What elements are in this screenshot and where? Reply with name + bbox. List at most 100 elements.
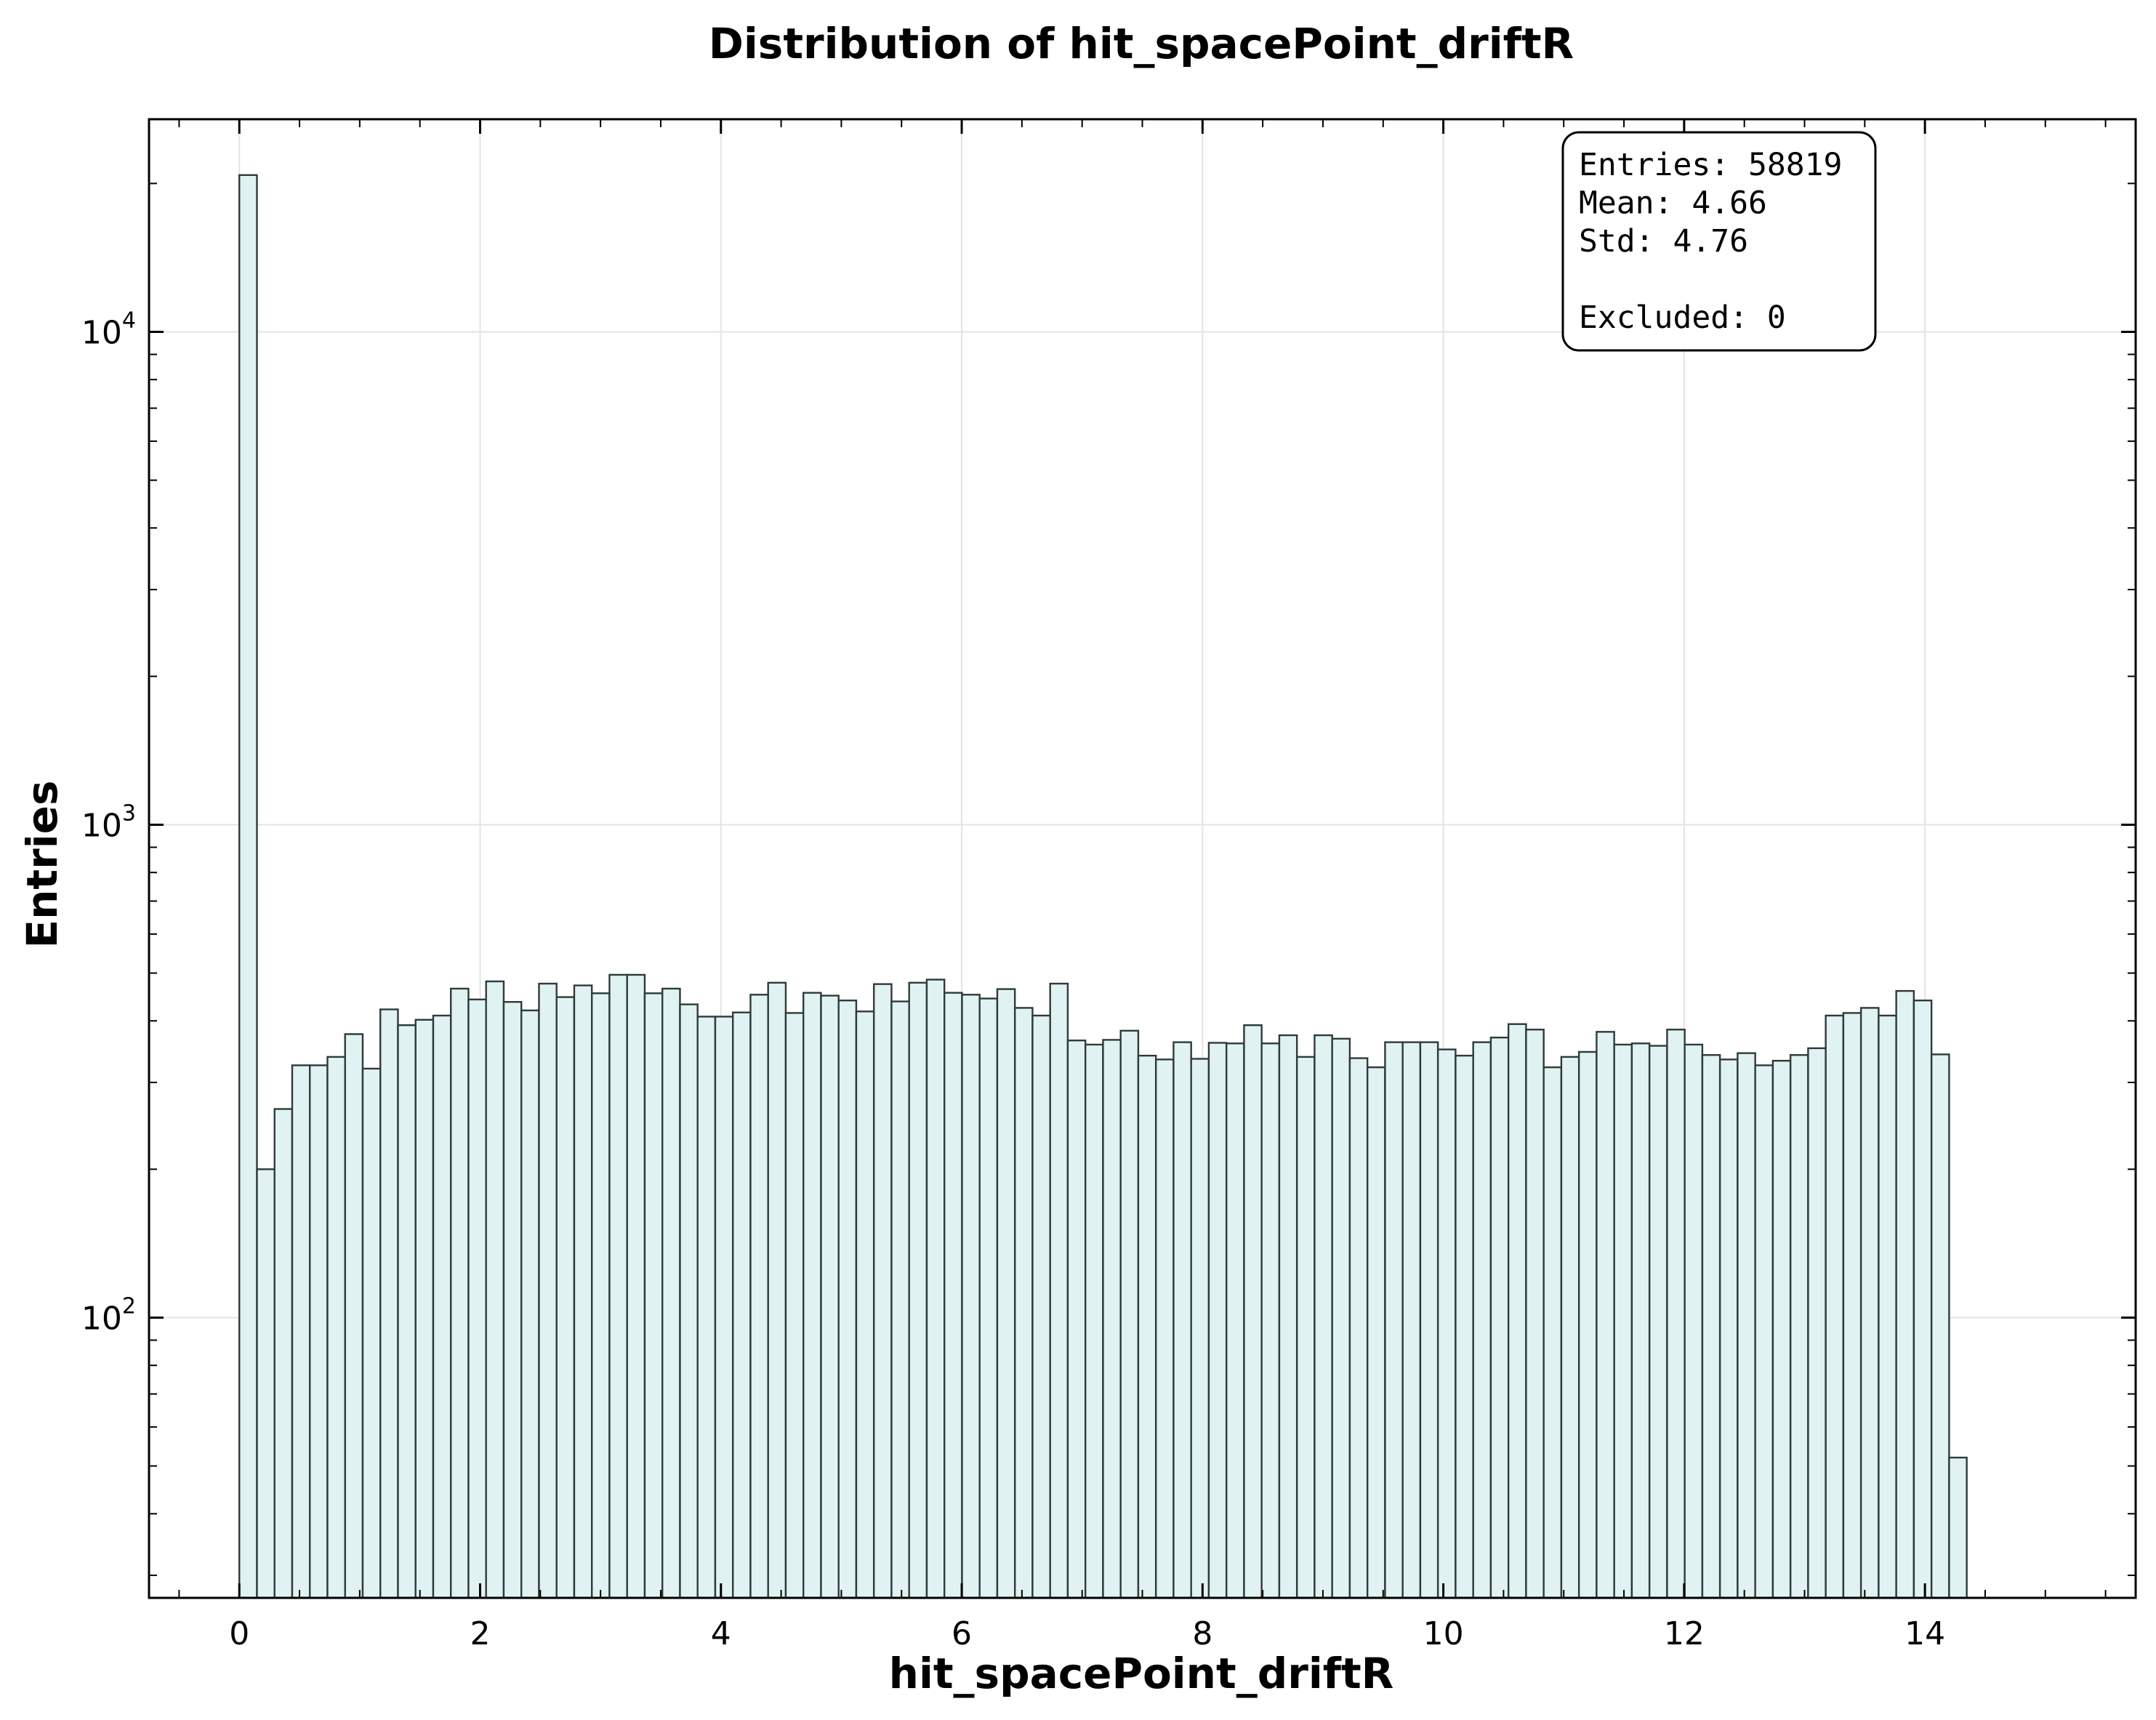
histogram-bar: [1596, 1031, 1615, 1599]
stats-box-frame: [1561, 131, 1877, 352]
histogram-bar: [397, 1024, 417, 1599]
histogram-bar: [961, 994, 981, 1599]
histogram-bar: [1789, 1054, 1809, 1599]
histogram-bar: [1718, 1058, 1739, 1599]
histogram-bar: [1737, 1052, 1756, 1599]
histogram-bar: [1207, 1042, 1228, 1599]
x-tick-label: 8: [1192, 1615, 1212, 1652]
axis-ticks: [149, 119, 2136, 1598]
stats-line: Entries: 58819: [1579, 147, 1842, 183]
y-tick-label: 103: [81, 800, 136, 844]
histogram-bar: [1842, 1012, 1862, 1599]
histogram-bar: [767, 981, 787, 1599]
histogram-bar: [820, 994, 840, 1599]
histogram-bar: [344, 1033, 364, 1599]
histogram-bar: [1401, 1041, 1422, 1599]
chart-title: Distribution of hit_spacePoint_driftR: [709, 19, 1574, 68]
histogram-bar: [696, 1016, 717, 1599]
histogram-bar: [1507, 1023, 1527, 1599]
histogram-bar: [1084, 1043, 1104, 1599]
histogram-bar: [714, 1016, 734, 1599]
histogram-bar: [661, 987, 681, 1599]
histogram-bar: [485, 980, 505, 1599]
histogram-bar: [1243, 1024, 1263, 1599]
histogram-bar: [1489, 1037, 1510, 1599]
histogram-bar: [1366, 1066, 1386, 1599]
stats-line: Excluded: 0: [1579, 300, 1786, 336]
histogram-bar: [1384, 1041, 1404, 1599]
y-tick-labels: 102 103 104: [81, 308, 136, 1337]
histogram-bar: [908, 981, 928, 1599]
histogram-bar: [573, 984, 593, 1599]
histogram-bar: [591, 992, 611, 1599]
x-tick-label: 0: [229, 1615, 249, 1652]
histogram-bar: [1419, 1041, 1439, 1599]
histogram-bar: [996, 988, 1016, 1599]
histogram-bar: [1807, 1047, 1827, 1599]
histogram-bar: [1455, 1054, 1474, 1599]
histogram-bar: [414, 1018, 435, 1599]
histogram-bar: [273, 1108, 294, 1599]
histogram-bar: [1912, 1000, 1933, 1599]
histogram-bar: [520, 1009, 540, 1599]
x-tick-label: 4: [711, 1615, 731, 1652]
histogram-bar: [837, 1000, 858, 1599]
histogram-bar: [872, 983, 893, 1599]
histogram-bar: [732, 1011, 752, 1599]
histogram-bar: [379, 1008, 399, 1599]
histogram-bar: [803, 992, 822, 1599]
histogram-bar: [291, 1064, 311, 1599]
histogram-bar: [256, 1168, 275, 1599]
histogram-bar: [1260, 1042, 1281, 1599]
histogram-bar: [326, 1056, 346, 1599]
histogram-bar: [1560, 1056, 1580, 1599]
histogram-bar: [1771, 1059, 1792, 1599]
x-tick-labels: 0 2 4 6 8 10 12 14: [229, 1615, 1945, 1652]
histogram-bar: [1895, 989, 1915, 1599]
histogram-bar: [1066, 1040, 1087, 1599]
histogram-bar: [1225, 1042, 1245, 1599]
histogram-bar: [538, 982, 558, 1599]
x-tick-label: 14: [1904, 1615, 1945, 1652]
histogram-bar: [1542, 1066, 1563, 1599]
histogram-bar: [1031, 1014, 1051, 1599]
histogram-bar: [467, 998, 487, 1599]
histogram-bar: [1295, 1056, 1316, 1599]
histogram-bar: [1684, 1043, 1704, 1599]
histogram-bar: [1666, 1029, 1686, 1599]
histogram-bar: [361, 1067, 382, 1599]
x-tick-label: 2: [470, 1615, 491, 1652]
histogram-bar: [1825, 1014, 1845, 1599]
y-axis-label: Entries: [17, 781, 67, 949]
y-tick-label: 102: [81, 1293, 136, 1337]
histogram-bar: [502, 1001, 523, 1599]
histogram-bar: [1278, 1034, 1298, 1599]
histogram-bar: [925, 978, 946, 1599]
histogram-bar: [432, 1014, 452, 1599]
histogram-bar: [608, 973, 628, 1599]
stats-line: Std: 4.76: [1579, 223, 1748, 260]
histogram-bar: [1701, 1054, 1721, 1599]
histogram-bar: [1190, 1058, 1210, 1599]
histogram-bar: [1172, 1041, 1192, 1599]
x-axis-label: hit_spacePoint_driftR: [889, 1649, 1394, 1698]
histogram-bar: [943, 992, 963, 1599]
stats-line: Mean: 4.66: [1579, 185, 1767, 222]
histogram-bar: [1137, 1054, 1157, 1599]
x-tick-label: 10: [1423, 1615, 1464, 1652]
histogram-bar: [1754, 1064, 1774, 1599]
histogram-bar: [643, 992, 664, 1599]
x-tick-label: 12: [1664, 1615, 1705, 1652]
histogram-bar: [1102, 1039, 1122, 1599]
histogram-bar: [1613, 1043, 1633, 1599]
histogram-bar: [1878, 1014, 1897, 1599]
y-tick-label: 104: [81, 308, 136, 351]
histogram-bar: [1525, 1029, 1545, 1599]
histogram-bar: [1436, 1048, 1457, 1599]
histogram-bar: [890, 1000, 910, 1599]
histogram-bar: [555, 996, 576, 1599]
x-tick-label: 6: [952, 1615, 972, 1652]
histogram-bar: [784, 1012, 805, 1599]
